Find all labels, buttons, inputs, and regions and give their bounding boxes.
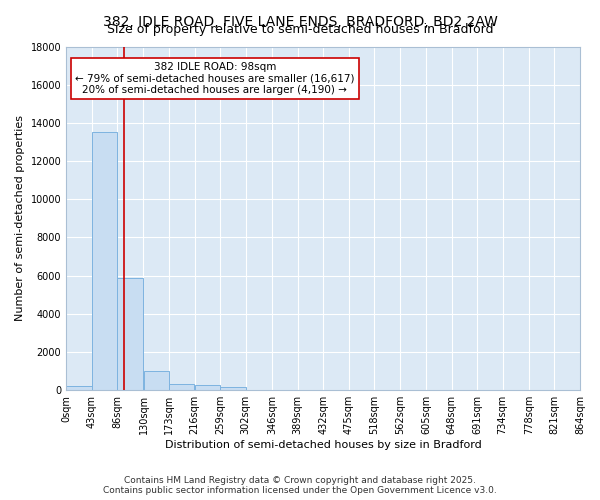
Bar bbox=[169, 384, 194, 390]
Bar bbox=[67, 386, 92, 390]
Bar bbox=[195, 384, 220, 390]
X-axis label: Distribution of semi-detached houses by size in Bradford: Distribution of semi-detached houses by … bbox=[165, 440, 481, 450]
Text: 382, IDLE ROAD, FIVE LANE ENDS, BRADFORD, BD2 2AW: 382, IDLE ROAD, FIVE LANE ENDS, BRADFORD… bbox=[103, 15, 497, 29]
Text: 382 IDLE ROAD: 98sqm
← 79% of semi-detached houses are smaller (16,617)
20% of s: 382 IDLE ROAD: 98sqm ← 79% of semi-detac… bbox=[75, 62, 355, 95]
Y-axis label: Number of semi-detached properties: Number of semi-detached properties bbox=[15, 116, 25, 322]
Bar bbox=[220, 388, 245, 390]
Text: Size of property relative to semi-detached houses in Bradford: Size of property relative to semi-detach… bbox=[107, 22, 493, 36]
Text: Contains HM Land Registry data © Crown copyright and database right 2025.
Contai: Contains HM Land Registry data © Crown c… bbox=[103, 476, 497, 495]
Bar bbox=[143, 371, 169, 390]
Bar bbox=[92, 132, 117, 390]
Bar bbox=[118, 278, 143, 390]
